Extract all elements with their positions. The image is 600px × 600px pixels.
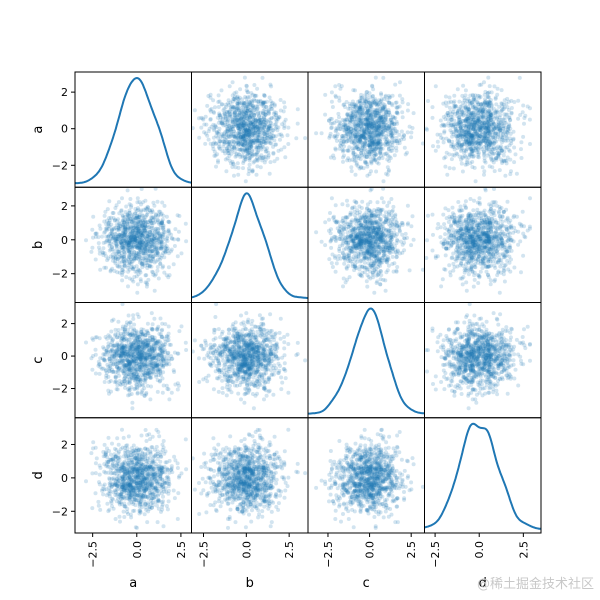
scatter-points [84, 187, 189, 295]
x-axis-label-b: b [246, 576, 254, 591]
subplot-d-vs-b [191, 417, 309, 534]
subplot-c-vs-d [424, 302, 542, 419]
x-tick-label: 2.5 [175, 541, 188, 559]
subplot-c-vs-c [307, 302, 425, 419]
y-tick-label: 0 [61, 350, 68, 363]
y-tick-label: −2 [52, 159, 68, 172]
scatter-points [424, 187, 532, 295]
y-tick-label: 0 [61, 234, 68, 247]
scatter-points [191, 75, 308, 184]
subplot-frame [424, 417, 542, 534]
x-tick-label: −2.5 [429, 541, 442, 568]
y-tick-label: 2 [61, 438, 68, 451]
subplot-a-vs-a [74, 71, 192, 188]
y-tick-label: 0 [61, 472, 68, 485]
scatter-points [314, 75, 425, 184]
subplot-a-vs-c [307, 71, 425, 188]
kde-line-a [75, 76, 192, 185]
x-tick-label: 0.0 [131, 541, 144, 559]
y-axis-label-d: d [31, 471, 46, 479]
y-axis-label-b: b [31, 241, 46, 249]
kde-line-c [308, 307, 425, 415]
y-tick-label: 0 [61, 123, 68, 136]
subplot-c-vs-b [191, 302, 309, 419]
subplot-d-vs-a [74, 417, 192, 534]
kde-line-b [191, 192, 308, 300]
subplot-b-vs-c [307, 186, 425, 303]
y-axis-label-a: a [31, 126, 46, 134]
x-tick-label: 2.5 [405, 541, 418, 559]
subplot-d-vs-d [424, 417, 542, 534]
x-tick-label: 0.0 [240, 541, 253, 559]
y-tick-label: −2 [52, 268, 68, 281]
subplot-b-vs-d [424, 186, 542, 303]
scatter-points [84, 427, 189, 530]
scatter-points [314, 427, 425, 530]
scatter-points [191, 302, 308, 411]
x-axis-label-c: c [363, 576, 370, 591]
watermark: @稀土掘金技术社区 [476, 577, 594, 592]
x-tick-label: −2.5 [322, 541, 335, 568]
x-tick-label: −2.5 [87, 541, 100, 568]
subplot-c-vs-a [74, 302, 192, 419]
y-tick-label: 2 [61, 200, 68, 213]
y-tick-label: 2 [61, 86, 68, 99]
scatter-points [424, 302, 532, 411]
scatter-points [84, 302, 189, 411]
subplot-a-vs-b [191, 71, 309, 188]
scatter-points [191, 427, 308, 530]
scatter-points [314, 187, 425, 295]
subplot-d-vs-c [307, 417, 425, 534]
x-tick-label: 0.0 [473, 541, 486, 559]
y-tick-label: −2 [52, 383, 68, 396]
y-axis-label-c: c [31, 357, 46, 364]
x-tick-label: −2.5 [197, 541, 210, 568]
subplot-frame [307, 302, 425, 419]
subplot-b-vs-b [191, 186, 309, 303]
y-tick-label: 2 [61, 318, 68, 331]
x-tick-label: 0.0 [364, 541, 377, 559]
scatter-points [424, 75, 532, 184]
y-tick-label: −2 [52, 505, 68, 518]
x-axis-label-d: d [479, 576, 487, 591]
x-tick-label: 2.5 [517, 541, 530, 559]
kde-line-d [424, 422, 541, 530]
subplot-b-vs-a [74, 186, 192, 303]
x-axis-label-a: a [129, 576, 137, 591]
x-tick-label: 2.5 [283, 541, 296, 559]
